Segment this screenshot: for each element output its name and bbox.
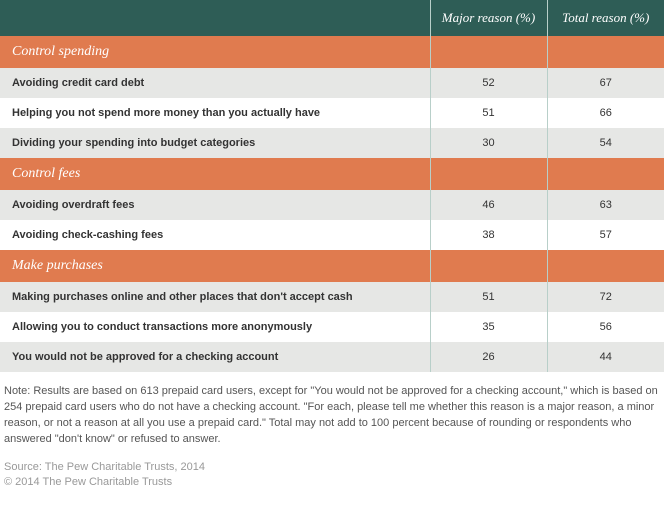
table-row: Dividing your spending into budget categ…: [0, 128, 664, 158]
header-total-reason: Total reason (%): [547, 0, 664, 36]
row-major-value: 51: [430, 282, 547, 312]
source-line: Source: The Pew Charitable Trusts, 2014: [4, 460, 660, 475]
row-major-value: 38: [430, 220, 547, 250]
table-header-row: Major reason (%)Total reason (%): [0, 0, 664, 36]
category-title: Control spending: [0, 36, 430, 68]
row-total-value: 67: [547, 68, 664, 98]
category-blank: [547, 36, 664, 68]
category-blank: [430, 250, 547, 282]
row-major-value: 35: [430, 312, 547, 342]
header-major-reason: Major reason (%): [430, 0, 547, 36]
table-row: Avoiding overdraft fees4663: [0, 190, 664, 220]
row-label: Dividing your spending into budget categ…: [0, 128, 430, 158]
row-label: Allowing you to conduct transactions mor…: [0, 312, 430, 342]
row-label: You would not be approved for a checking…: [0, 342, 430, 372]
table-row: You would not be approved for a checking…: [0, 342, 664, 372]
category-row: Make purchases: [0, 250, 664, 282]
category-blank: [547, 250, 664, 282]
row-label: Making purchases online and other places…: [0, 282, 430, 312]
row-total-value: 56: [547, 312, 664, 342]
row-major-value: 52: [430, 68, 547, 98]
row-total-value: 44: [547, 342, 664, 372]
category-blank: [547, 158, 664, 190]
row-total-value: 72: [547, 282, 664, 312]
reasons-table: Major reason (%)Total reason (%)Control …: [0, 0, 664, 372]
row-label: Avoiding credit card debt: [0, 68, 430, 98]
row-label: Helping you not spend more money than yo…: [0, 98, 430, 128]
category-row: Control spending: [0, 36, 664, 68]
table-row: Allowing you to conduct transactions mor…: [0, 312, 664, 342]
table-row: Helping you not spend more money than yo…: [0, 98, 664, 128]
table-row: Avoiding check-cashing fees3857: [0, 220, 664, 250]
row-major-value: 46: [430, 190, 547, 220]
row-major-value: 51: [430, 98, 547, 128]
row-label: Avoiding overdraft fees: [0, 190, 430, 220]
source-block: Source: The Pew Charitable Trusts, 2014 …: [0, 450, 664, 491]
copyright-line: © 2014 The Pew Charitable Trusts: [4, 475, 660, 490]
row-total-value: 57: [547, 220, 664, 250]
row-total-value: 63: [547, 190, 664, 220]
row-major-value: 30: [430, 128, 547, 158]
category-blank: [430, 158, 547, 190]
row-major-value: 26: [430, 342, 547, 372]
category-blank: [430, 36, 547, 68]
row-total-value: 54: [547, 128, 664, 158]
table-row: Avoiding credit card debt5267: [0, 68, 664, 98]
table-note: Note: Results are based on 613 prepaid c…: [0, 372, 664, 450]
category-title: Control fees: [0, 158, 430, 190]
header-blank: [0, 0, 430, 36]
table-row: Making purchases online and other places…: [0, 282, 664, 312]
category-title: Make purchases: [0, 250, 430, 282]
row-total-value: 66: [547, 98, 664, 128]
category-row: Control fees: [0, 158, 664, 190]
row-label: Avoiding check-cashing fees: [0, 220, 430, 250]
